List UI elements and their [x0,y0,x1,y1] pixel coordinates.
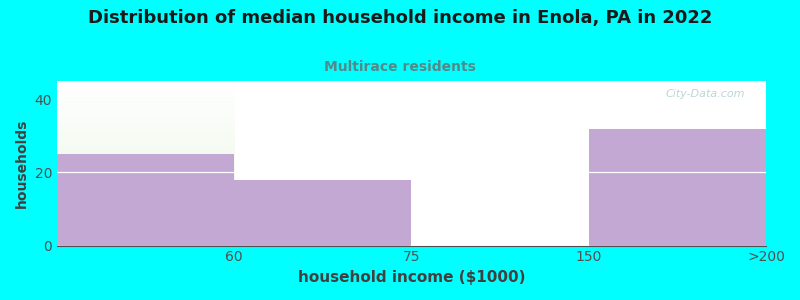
Bar [589,128,766,246]
Bar [234,180,411,246]
Text: Distribution of median household income in Enola, PA in 2022: Distribution of median household income … [88,9,712,27]
Bar [57,154,234,246]
Text: City-Data.com: City-Data.com [666,89,745,99]
X-axis label: household income ($1000): household income ($1000) [298,270,526,285]
Y-axis label: households: households [15,118,29,208]
Text: Multirace residents: Multirace residents [324,60,476,74]
